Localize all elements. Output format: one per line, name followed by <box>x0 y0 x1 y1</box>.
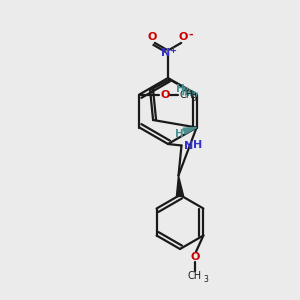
Text: H: H <box>175 129 184 139</box>
Polygon shape <box>183 128 196 134</box>
Text: O: O <box>190 252 200 262</box>
Text: N: N <box>161 47 170 58</box>
Text: O: O <box>179 32 188 43</box>
Text: O: O <box>148 32 157 43</box>
Text: +: + <box>169 46 176 55</box>
Text: H: H <box>176 84 184 94</box>
Text: O: O <box>160 89 170 100</box>
Text: 3: 3 <box>204 275 208 284</box>
Text: CH: CH <box>179 90 194 100</box>
Polygon shape <box>176 176 184 197</box>
Text: -: - <box>188 29 193 40</box>
Text: 3: 3 <box>191 94 196 103</box>
Text: CH: CH <box>188 271 202 281</box>
Text: N: N <box>184 140 193 151</box>
Text: H: H <box>193 140 202 150</box>
